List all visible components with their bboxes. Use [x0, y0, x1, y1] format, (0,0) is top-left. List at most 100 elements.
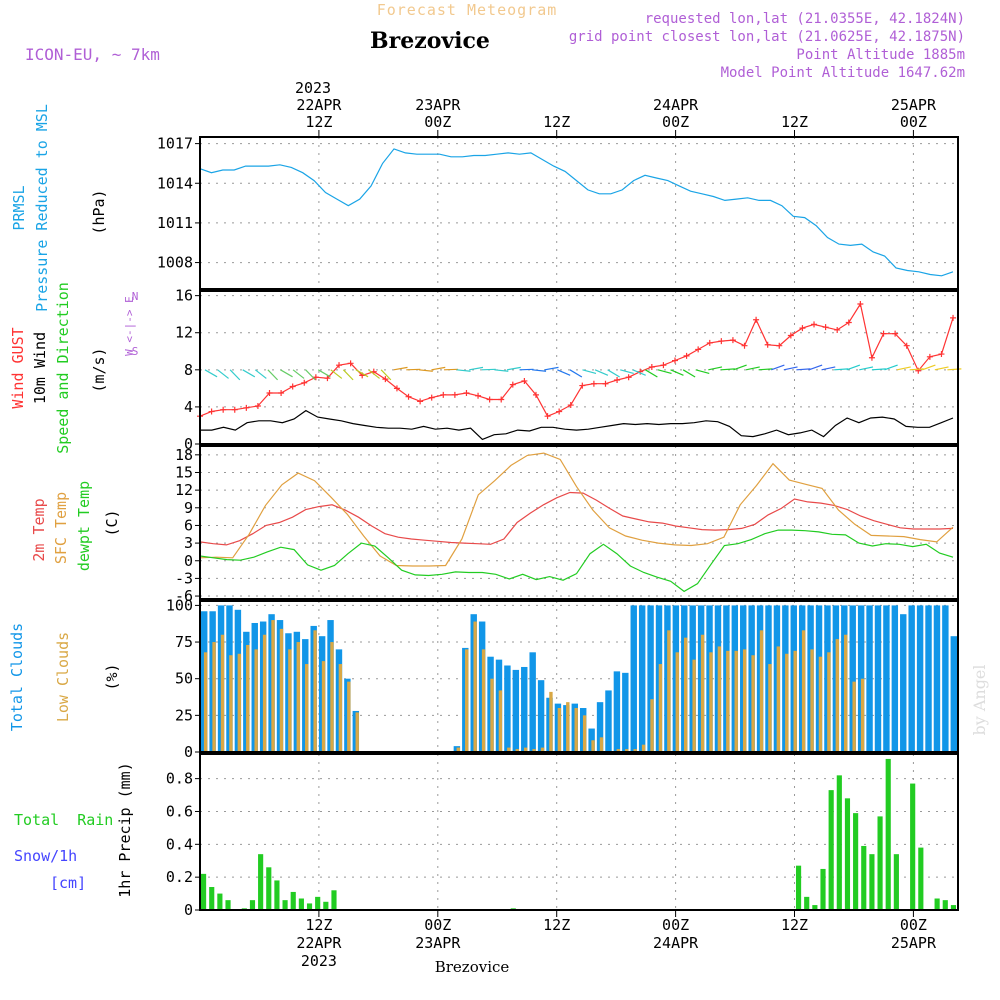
rain-bar	[910, 783, 916, 910]
y-tick-label: 1017	[157, 135, 193, 153]
wind-arrow	[758, 368, 773, 371]
wind-arrow	[670, 369, 684, 376]
y-tick-label: 15	[175, 463, 193, 481]
total-cloud-bar	[933, 605, 941, 752]
low-cloud-bar	[675, 652, 679, 752]
wind-gust-point	[729, 337, 736, 344]
low-cloud-bar	[473, 621, 477, 752]
wind-gust-point	[903, 342, 910, 349]
wind-gust-point	[880, 330, 887, 337]
rain-bar	[877, 816, 883, 910]
top-time-label: 12Z	[305, 113, 332, 131]
wind-arrow	[620, 369, 634, 375]
wind-gust-point	[254, 402, 261, 409]
wind-gust-line	[199, 302, 954, 417]
compass-s: S	[132, 345, 139, 358]
wind-gust-point	[266, 390, 273, 396]
wind-arrow	[242, 369, 256, 378]
rain-bar	[869, 854, 875, 910]
top-time-label: 12Z	[543, 113, 570, 131]
low-cloud-bar	[237, 653, 242, 752]
low-cloud-bar	[726, 650, 730, 752]
grid-layer	[200, 137, 958, 911]
wind-gust-point	[440, 391, 447, 398]
wind-arrow	[922, 364, 936, 371]
wind-gust-point	[579, 382, 586, 389]
low-cloud-bar	[641, 744, 646, 752]
pressure-labels: PRMSL Pressure Reduced to MSL (hPa)	[10, 104, 108, 312]
rain-bar	[201, 873, 207, 910]
low-cloud-bar	[860, 678, 865, 752]
wind-arrow	[834, 368, 849, 371]
rain-bar	[217, 893, 223, 910]
wind-gust-point	[289, 383, 296, 390]
model-altitude: Model Point Altitude 1647.62m	[721, 65, 965, 81]
wind-arrow	[796, 368, 811, 371]
y-tick-label: 25	[175, 706, 193, 724]
wind-gust-point	[544, 413, 551, 420]
low-cloud-bar	[313, 630, 317, 752]
wind-gust-point	[811, 321, 818, 328]
low-cloud-bar	[296, 642, 300, 752]
total-cloud-bar	[950, 636, 957, 752]
precip-unit: 1hr Precip (mm)	[116, 762, 134, 897]
wind-gust-point	[671, 357, 678, 364]
low-cloud-bar	[768, 664, 772, 752]
rain-bar	[942, 900, 948, 910]
low-clouds-label: Low Clouds	[54, 632, 72, 722]
wind-gust-point	[776, 342, 783, 349]
wind-arrow	[380, 369, 392, 381]
top-time-label: 00Z	[424, 113, 451, 131]
wind-arrow	[280, 369, 293, 378]
rain-bar	[820, 868, 826, 910]
y-tick-label: 12	[175, 324, 193, 342]
wind-arrow	[582, 369, 597, 375]
wind-gust-point	[405, 393, 412, 400]
low-cloud-bar	[347, 681, 351, 752]
low-cloud-bar	[625, 749, 629, 752]
wind-arrow	[217, 369, 229, 379]
low-cloud-bar	[220, 634, 225, 752]
rain-bar	[323, 901, 329, 910]
wind-arrow	[657, 369, 672, 375]
low-cloud-bar	[599, 737, 604, 752]
wind-arrow	[292, 369, 305, 379]
low-cloud-bar	[279, 628, 284, 752]
pressure-line	[199, 148, 954, 277]
wind-arrow	[456, 369, 471, 372]
y-tick-label: 0	[184, 435, 193, 453]
rain-bar	[298, 898, 304, 910]
low-cloud-bar	[717, 646, 722, 752]
wind-gust-point	[845, 319, 852, 326]
point-altitude: Point Altitude 1885m	[796, 47, 965, 63]
wind-gust-point	[393, 385, 400, 392]
low-cloud-bar	[692, 659, 696, 752]
rain-bar	[844, 798, 851, 910]
y-tick-label: 12	[175, 481, 193, 499]
wind-arrow	[884, 364, 898, 371]
bottom-date-label: 25APR	[891, 934, 937, 952]
top-date-label: 25APR	[891, 96, 937, 114]
temp-unit: (C)	[103, 509, 121, 536]
wind-arrow	[645, 369, 658, 378]
axis-layer: 10081011101410170481216-6-30369121518025…	[132, 96, 937, 970]
temp-2m-line	[199, 491, 954, 546]
rain-bar	[861, 845, 867, 910]
wind-arrow	[934, 366, 949, 371]
total-clouds-label: Total Clouds	[8, 623, 26, 731]
y-tick-label: 0.4	[166, 835, 193, 853]
requested-coords: requested lon,lat (21.0355E, 42.1824N)	[645, 11, 965, 27]
total-rain-label: Total Rain	[14, 811, 113, 829]
wind-labels: Wind GUST 10m Wind Speed and Direction (…	[9, 282, 136, 454]
top-time-label: 00Z	[662, 113, 689, 131]
wind-10m-label: 10m Wind	[31, 332, 49, 404]
low-cloud-bar	[776, 646, 781, 752]
low-cloud-bar	[212, 642, 216, 752]
low-cloud-bar	[658, 664, 663, 752]
rain-bar	[853, 813, 859, 910]
panel-frame	[199, 136, 959, 290]
bottom-date-label: 23APR	[415, 934, 461, 952]
y-tick-label: 18	[175, 446, 193, 464]
wind-gust-point	[231, 406, 238, 413]
wind-gust-point	[347, 360, 354, 367]
